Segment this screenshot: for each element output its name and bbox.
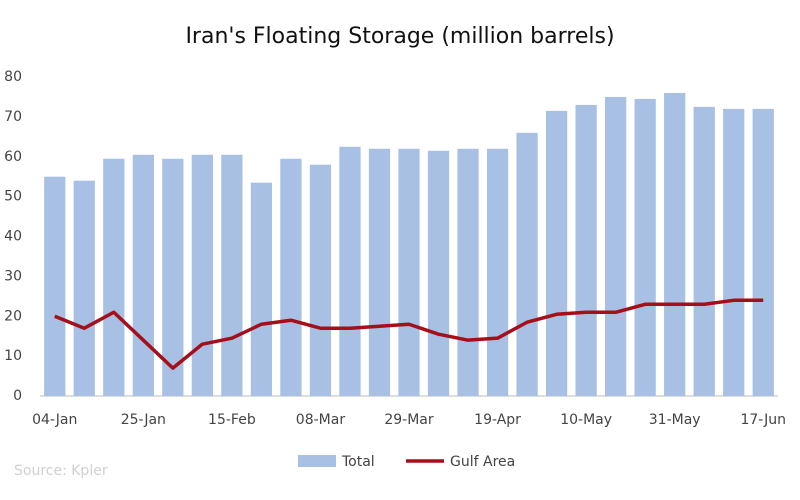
bar [486,148,509,396]
bar [73,180,95,396]
y-tick-label: 80 [4,69,22,85]
line [54,298,764,370]
y-tick-label: 40 [4,229,22,245]
bar [545,110,568,397]
bar [162,158,184,396]
bar [752,108,774,397]
y-tick-label: 20 [4,308,22,324]
y-tick-label: 30 [4,268,22,284]
bar [368,148,391,396]
bar [309,164,332,396]
bar [221,154,243,396]
x-tick-label: 31-May [649,412,701,428]
y-tick-label: 60 [4,149,22,165]
x-tick-label: 15-Feb [208,412,256,428]
bar [427,150,450,396]
bar [634,98,656,397]
y-tick-label: 50 [4,189,22,205]
bar [191,154,213,396]
bar [250,182,273,396]
y-tick-label: 70 [4,109,22,125]
bar [398,148,420,396]
bar [339,146,361,396]
legend-label: Total [341,454,375,470]
bar [280,158,302,396]
legend-swatch [298,455,336,467]
bar [44,176,66,396]
x-tick-label: 19-Apr [474,412,521,428]
x-tick-label: 08-Mar [296,412,346,428]
x-tick-label: 10-May [560,412,612,428]
x-tick-label: 04-Jan [32,412,77,428]
bar [693,106,715,396]
bar [516,132,538,396]
x-tick-label: 25-Jan [121,412,166,428]
x-tick-label: 17-Jun [740,412,786,428]
bar [103,158,125,396]
x-tick-label: 29-Mar [384,412,434,428]
y-tick-label: 10 [4,348,22,364]
bar [575,104,597,396]
bar [664,92,686,396]
bar [457,148,479,396]
chart-title: Iran's Floating Storage (million barrels… [185,24,614,49]
bar [605,96,627,396]
bar [723,108,745,397]
y-tick-label: 0 [13,388,22,404]
bar [132,154,154,396]
source-note: Source: Kpler [14,463,108,479]
legend-label: Gulf Area [450,454,515,470]
